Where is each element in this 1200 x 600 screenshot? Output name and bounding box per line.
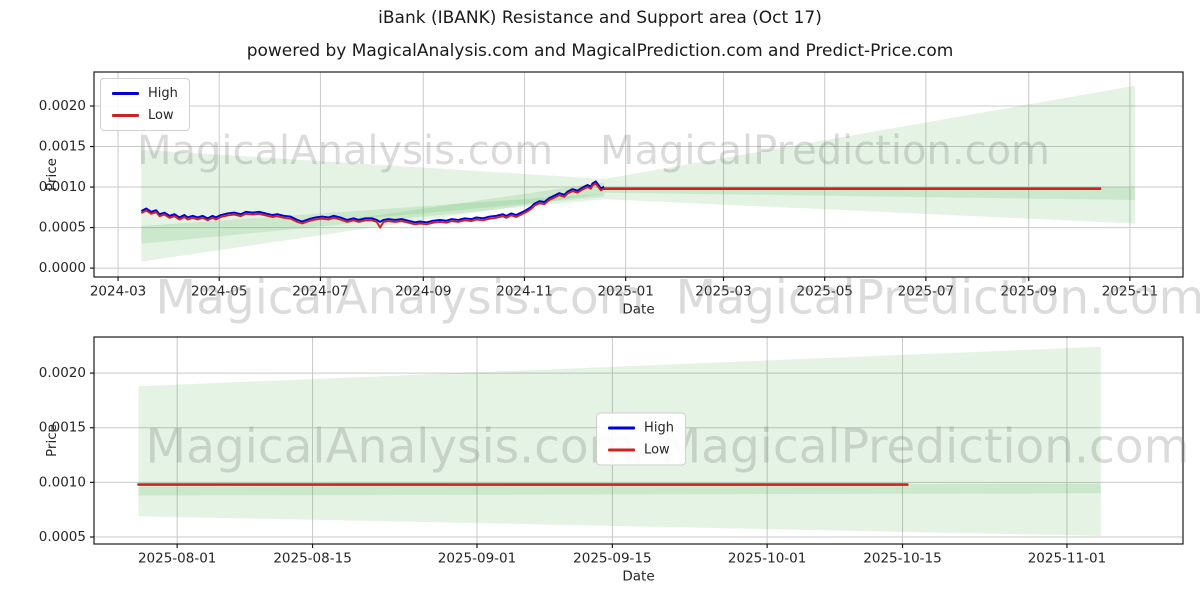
y-tick-label: 0.0000 <box>39 260 86 276</box>
y-tick-label: 0.0010 <box>39 474 86 490</box>
x-tick-label: 2025-01 <box>597 284 653 300</box>
y-tick-label: 0.0020 <box>39 365 86 381</box>
x-tick-label: 2025-07 <box>898 284 954 300</box>
x-tick-label: 2025-11 <box>1102 284 1158 300</box>
figure-title: iBank (IBANK) Resistance and Support are… <box>378 8 822 28</box>
low-line-swatch <box>112 114 139 117</box>
x-tick-label: 2024-07 <box>292 284 348 300</box>
x-tick-label: 2025-10-15 <box>863 551 941 567</box>
axes-frame <box>93 336 1184 545</box>
support-resistance-band <box>337 182 605 222</box>
x-axis-label: Date <box>622 302 654 318</box>
x-tick-label: 2025-08-01 <box>138 551 216 567</box>
legend-entry-high: High <box>608 422 674 435</box>
low-line-swatch <box>608 448 636 452</box>
x-axis-label: Date <box>622 569 654 585</box>
x-tick-label: 2025-10-01 <box>728 551 806 567</box>
legend-label-low: Low <box>148 108 174 123</box>
legend-label-high: High <box>148 86 178 101</box>
legend-entry-low: Low <box>112 109 178 122</box>
x-tick-label: 2025-03 <box>695 284 751 300</box>
x-tick-label: 2025-09-15 <box>573 551 651 567</box>
legend-top-chart: High Low <box>100 78 190 131</box>
y-tick-label: 0.0015 <box>39 139 86 155</box>
x-tick-label: 2025-05 <box>796 284 852 300</box>
legend-label-low: Low <box>644 442 670 458</box>
x-tick-label: 2025-09-01 <box>438 551 516 567</box>
y-tick-label: 0.0020 <box>39 98 86 114</box>
axes-frame <box>93 71 1184 278</box>
x-tick-label: 2024-09 <box>395 284 451 300</box>
top-chart: 2024-03 2024-05 2024-07 2024-09 2024-11 2025-… <box>39 71 1184 318</box>
x-tick-label: 2025-08-15 <box>273 551 351 567</box>
y-tick-label: 0.0005 <box>39 529 86 545</box>
y-tick-label: 0.0010 <box>39 179 86 195</box>
high-line-swatch <box>608 426 636 430</box>
support-resistance-band <box>141 85 1135 244</box>
high-line <box>140 180 605 224</box>
low-line <box>140 182 605 229</box>
high-line-swatch <box>112 92 139 95</box>
support-resistance-band <box>138 483 1101 496</box>
legend-entry-high: High <box>112 87 178 100</box>
figure-subtitle: powered by MagicalAnalysis.com and Magic… <box>246 41 954 61</box>
x-tick-label: 2025-09 <box>1001 284 1057 300</box>
y-tick-label: 0.0015 <box>39 420 86 436</box>
legend-bottom-chart: High Low <box>596 412 686 466</box>
legend-label-high: High <box>644 420 674 436</box>
x-tick-label: 2024-11 <box>496 284 552 300</box>
y-axis-label: Price <box>44 424 60 457</box>
support-resistance-band <box>604 187 1135 200</box>
x-tick-label: 2025-11-01 <box>1028 551 1106 567</box>
x-tick-label: 2024-03 <box>90 284 146 300</box>
y-tick-label: 0.0005 <box>39 220 86 236</box>
x-tick-label: 2024-05 <box>191 284 247 300</box>
y-axis-label: Price <box>44 158 60 191</box>
legend-entry-low: Low <box>608 444 674 457</box>
support-resistance-band <box>141 193 605 262</box>
